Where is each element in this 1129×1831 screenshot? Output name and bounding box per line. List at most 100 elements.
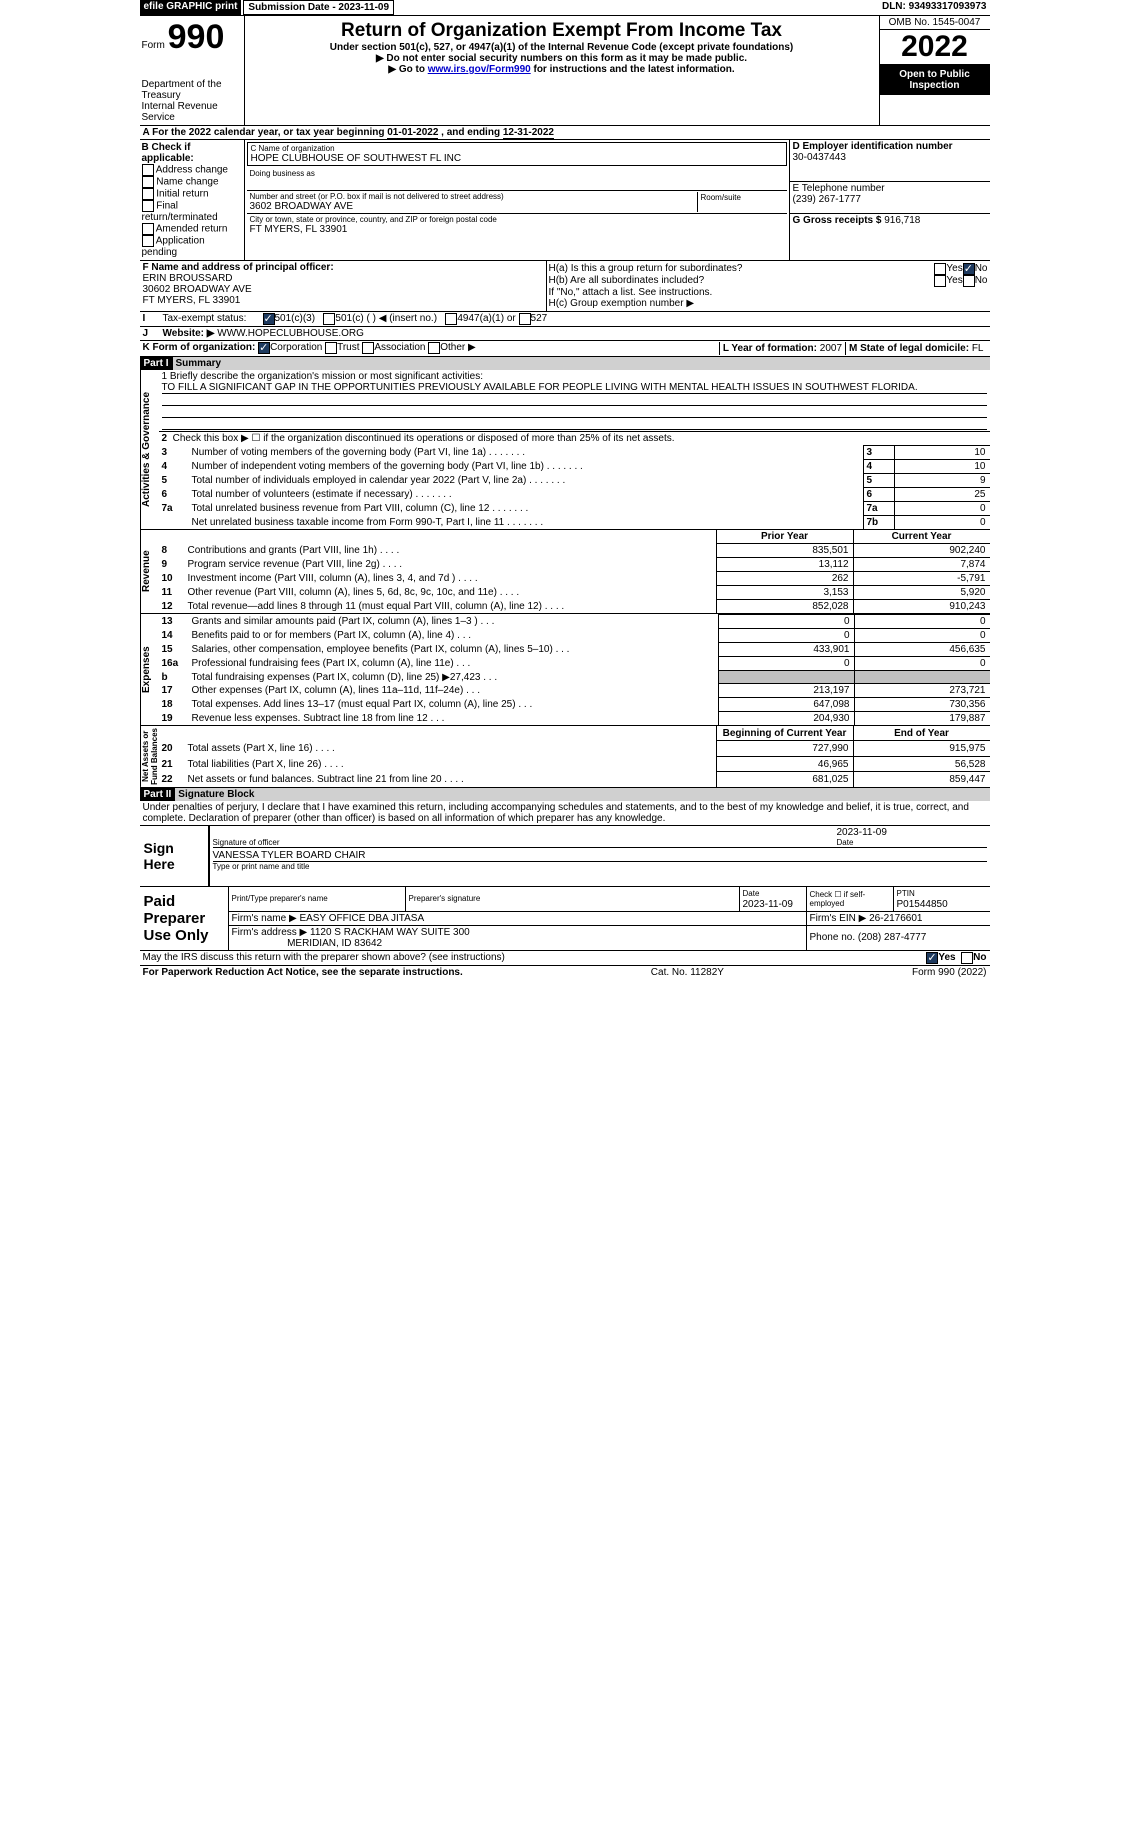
signer-name-label: Type or print name and title <box>213 862 987 871</box>
4947-check[interactable] <box>445 313 457 325</box>
firm-addr: 1120 S RACKHAM WAY SUITE 300 <box>310 927 470 938</box>
table-row: 17Other expenses (Part IX, column (A), l… <box>159 684 990 698</box>
section-b: B Check if applicable: Address change Na… <box>140 140 245 260</box>
form-footer: Form 990 (2022) <box>912 967 986 978</box>
table-row: 15Salaries, other compensation, employee… <box>159 643 990 657</box>
side-netassets: Net Assets or Fund Balances <box>140 726 159 787</box>
l-label: L Year of formation: <box>723 343 817 354</box>
irs-label: Internal Revenue Service <box>142 101 242 123</box>
fh-block: F Name and address of principal officer:… <box>140 261 990 312</box>
b-opt-check[interactable] <box>142 200 154 212</box>
firm-name: EASY OFFICE DBA JITASA <box>299 913 424 924</box>
b-option: Initial return <box>142 188 242 200</box>
sign-here: Sign Here <box>140 826 208 886</box>
prep-sig-label: Preparer's signature <box>405 887 739 912</box>
mission-text: TO FILL A SIGNIFICANT GAP IN THE OPPORTU… <box>162 382 987 394</box>
sig-date: 2023-11-09 <box>837 827 987 838</box>
part2-title: Part II <box>140 788 176 801</box>
part1-title: Part I <box>140 357 173 370</box>
summary-row: 5Total number of individuals employed in… <box>159 474 990 488</box>
side-activities: Activities & Governance <box>140 370 159 529</box>
b-opt-check[interactable] <box>142 235 154 247</box>
dln: DLN: 93493317093973 <box>394 0 989 15</box>
ein-value: 30-0437443 <box>793 152 987 163</box>
hb-no[interactable] <box>963 275 975 287</box>
org-city: FT MYERS, FL 33901 <box>250 224 784 235</box>
form-subtitle: Under section 501(c), 527, or 4947(a)(1)… <box>249 42 875 53</box>
irs-link[interactable]: www.irs.gov/Form990 <box>428 64 531 75</box>
c-name-label: C Name of organization <box>251 144 783 153</box>
b-opt-check[interactable] <box>142 176 154 188</box>
b-option: Name change <box>142 176 242 188</box>
table-row: 22Net assets or fund balances. Subtract … <box>159 772 990 787</box>
phone-value: (239) 267-1777 <box>793 194 987 205</box>
summary-row: 7aTotal unrelated business revenue from … <box>159 502 990 516</box>
city-label: City or town, state or province, country… <box>250 215 784 224</box>
table-row: 18Total expenses. Add lines 13–17 (must … <box>159 698 990 712</box>
form-number: 990 <box>168 18 225 56</box>
receipts-label: G Gross receipts $ <box>793 215 882 226</box>
sign-block: Sign Here Signature of officer 2023-11-0… <box>140 826 990 887</box>
501c3-check[interactable] <box>263 313 275 325</box>
summary-row: 3Number of voting members of the governi… <box>159 446 990 460</box>
no-text: No <box>975 263 988 275</box>
501c-check[interactable] <box>323 313 335 325</box>
b-opt-check[interactable] <box>142 188 154 200</box>
submission-date: Submission Date - 2023-11-09 <box>243 0 394 15</box>
instructions-note: ▶ Go to www.irs.gov/Form990 for instruct… <box>249 64 875 75</box>
part1-name: Summary <box>173 357 990 370</box>
527-label: 527 <box>531 313 548 325</box>
discuss-yes-label: Yes <box>938 952 955 964</box>
hb-label: H(b) Are all subordinates included? <box>549 275 935 287</box>
efile-label[interactable]: efile GRAPHIC print <box>140 0 242 15</box>
table-header: Prior YearCurrent Year <box>159 530 990 544</box>
hb-yes[interactable] <box>934 275 946 287</box>
ha-yes[interactable] <box>934 263 946 275</box>
no-text2: No <box>975 275 988 287</box>
period-end: 12-31-2022 <box>503 127 554 139</box>
a-label: A For the 2022 calendar year, or tax yea… <box>143 127 388 138</box>
summary-row: Net unrelated business taxable income fr… <box>159 516 990 530</box>
other-check[interactable] <box>428 342 440 354</box>
assoc-check[interactable] <box>362 342 374 354</box>
discuss-no[interactable] <box>961 952 973 964</box>
officer-name: ERIN BROUSSARD <box>143 273 543 284</box>
firm-ein: 26-2176601 <box>869 913 922 924</box>
addr-label: Number and street (or P.O. box if mail i… <box>250 192 697 201</box>
table-row: 11Other revenue (Part VIII, column (A), … <box>159 586 990 600</box>
discuss-no-label: No <box>973 952 986 964</box>
firm-city: MERIDIAN, ID 83642 <box>287 938 382 949</box>
note2-post: for instructions and the latest informat… <box>531 64 735 75</box>
netassets-grid: Net Assets or Fund Balances Beginning of… <box>140 725 990 788</box>
ssn-note: ▶ Do not enter social security numbers o… <box>249 53 875 64</box>
yes-text: Yes <box>946 263 962 275</box>
b-opt-check[interactable] <box>142 223 154 235</box>
mission-label: 1 Briefly describe the organization's mi… <box>162 371 987 382</box>
hc-label: H(c) Group exemption number ▶ <box>549 298 988 309</box>
b-opt-check[interactable] <box>142 164 154 176</box>
right-column: D Employer identification number 30-0437… <box>790 140 990 260</box>
part1-header: Part I Summary <box>140 357 990 370</box>
omb-number: OMB No. 1545-0047 <box>880 16 990 30</box>
section-j: J Website: ▶ WWW.HOPECLUBHOUSE.ORG <box>140 327 990 341</box>
officer-label: F Name and address of principal officer: <box>143 262 543 273</box>
trust-label: Trust <box>337 342 359 355</box>
preparer-block: Paid Preparer Use Only Print/Type prepar… <box>140 887 990 951</box>
table-row: 13Grants and similar amounts paid (Part … <box>159 615 990 629</box>
table-row: 21Total liabilities (Part X, line 26) . … <box>159 756 990 772</box>
org-name: HOPE CLUBHOUSE OF SOUTHWEST FL INC <box>251 153 783 164</box>
firm-ein-label: Firm's EIN ▶ <box>810 913 867 924</box>
ein-label: D Employer identification number <box>793 141 987 152</box>
ha-no[interactable] <box>963 263 975 275</box>
side-revenue: Revenue <box>140 530 159 613</box>
discuss-yes[interactable] <box>926 952 938 964</box>
trust-check[interactable] <box>325 342 337 354</box>
prep-name-label: Print/Type preparer's name <box>228 887 405 912</box>
527-check[interactable] <box>519 313 531 325</box>
year-formation: 2007 <box>820 343 842 354</box>
website-value: WWW.HOPECLUBHOUSE.ORG <box>217 328 364 339</box>
part2-header: Part II Signature Block <box>140 788 990 801</box>
dba-label: Doing business as <box>250 169 784 178</box>
corp-check[interactable] <box>258 342 270 354</box>
paid-preparer-title: Paid Preparer Use Only <box>140 887 228 950</box>
